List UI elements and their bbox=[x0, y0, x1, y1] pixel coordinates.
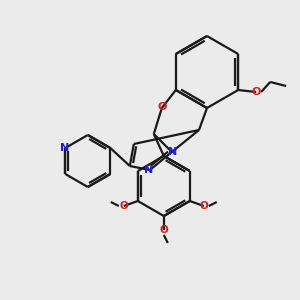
Text: N: N bbox=[168, 147, 177, 157]
Text: N: N bbox=[60, 143, 69, 153]
Text: O: O bbox=[159, 225, 168, 235]
Text: O: O bbox=[251, 87, 261, 97]
Text: O: O bbox=[119, 201, 128, 211]
Text: N: N bbox=[144, 165, 153, 175]
Text: O: O bbox=[200, 201, 208, 211]
Text: O: O bbox=[157, 102, 167, 112]
